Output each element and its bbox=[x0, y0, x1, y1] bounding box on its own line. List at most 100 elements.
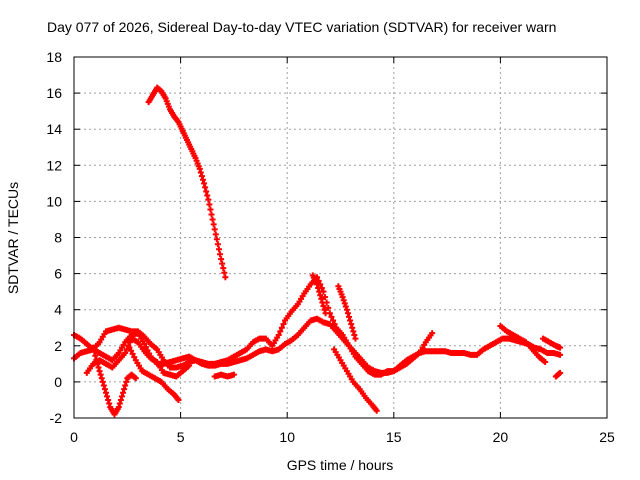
x-tick-labels: 0 5 10 15 20 25 bbox=[70, 429, 615, 445]
data-point-high-arc bbox=[201, 180, 208, 187]
data-point-dip-2 bbox=[129, 350, 136, 357]
data-point-base-a bbox=[330, 317, 337, 324]
data-point-dip-2 bbox=[126, 344, 133, 351]
y-tick-label: 8 bbox=[54, 230, 62, 246]
y-axis-label: SDTVAR / TECUs bbox=[5, 182, 21, 294]
data-point-dip-1 bbox=[101, 386, 108, 393]
data-point-side-12-5 bbox=[349, 324, 356, 331]
x-tick-label: 25 bbox=[599, 429, 615, 445]
data-point-high-arc bbox=[211, 226, 218, 233]
data-point-high-arc bbox=[220, 265, 227, 272]
chart-title: Day 077 of 2026, Sidereal Day-to-day VTE… bbox=[47, 19, 556, 35]
data-point-spike bbox=[321, 306, 328, 313]
data-point-spike bbox=[319, 299, 326, 306]
data-point-side-12-5 bbox=[351, 331, 358, 338]
x-tick-label: 15 bbox=[386, 429, 402, 445]
data-point-base-a bbox=[280, 321, 287, 328]
data-point-dip-2 bbox=[131, 354, 138, 361]
data-point-short-20 bbox=[542, 359, 549, 366]
data-point-high-arc bbox=[205, 196, 212, 203]
data-point-dip-1 bbox=[120, 389, 127, 396]
data-point-side-12-5 bbox=[348, 321, 355, 328]
data-point-high-arc bbox=[221, 269, 228, 276]
data-point-high-arc bbox=[203, 188, 210, 195]
data-point-side-12-5 bbox=[352, 335, 359, 342]
y-tick-label: 16 bbox=[46, 85, 62, 101]
data-point-spike bbox=[318, 295, 325, 302]
data-point-side-12-5 bbox=[346, 313, 353, 320]
data-point-high-arc bbox=[214, 241, 221, 248]
data-point-dip-1 bbox=[98, 375, 105, 382]
data-point-high-arc bbox=[210, 221, 217, 228]
data-point-dip-1 bbox=[97, 371, 104, 378]
data-point-dip-1 bbox=[91, 348, 98, 355]
y-tick-label: 2 bbox=[54, 338, 62, 354]
x-tick-label: 20 bbox=[493, 429, 509, 445]
data-point-base-c bbox=[126, 339, 133, 346]
data-point-base-a bbox=[277, 328, 284, 335]
data-point-base-c bbox=[122, 350, 129, 357]
data-point-dip-1 bbox=[104, 393, 111, 400]
grid bbox=[74, 57, 607, 418]
data-point-dip-1 bbox=[122, 382, 129, 389]
data-point-base-c bbox=[186, 362, 193, 369]
y-tick-label: 0 bbox=[54, 374, 62, 390]
data-point-side-12-5 bbox=[339, 294, 346, 301]
data-marks bbox=[71, 84, 564, 418]
plot-frame bbox=[73, 56, 608, 419]
data-point-dip-1 bbox=[102, 389, 109, 396]
y-tick-label: 12 bbox=[46, 157, 62, 173]
data-point-dip-1 bbox=[105, 396, 112, 403]
data-point-dip-1 bbox=[99, 378, 106, 385]
data-point-side-12-5 bbox=[343, 306, 350, 313]
data-point-high-arc bbox=[219, 260, 226, 267]
y-tick-labels: -2 0 2 4 6 8 10 12 14 16 18 bbox=[46, 49, 62, 426]
data-point-dip-1 bbox=[123, 378, 130, 385]
y-tick-label: 18 bbox=[46, 49, 62, 65]
data-point-base-b bbox=[429, 330, 436, 337]
data-point-base-a bbox=[322, 294, 329, 301]
data-point-spike bbox=[320, 303, 327, 310]
y-tick-label: 4 bbox=[54, 302, 62, 318]
data-point-dip-1 bbox=[100, 382, 107, 389]
data-point-spike bbox=[314, 281, 321, 288]
data-point-end-blip bbox=[557, 369, 564, 376]
data-point-dip-1 bbox=[96, 368, 103, 375]
data-point-dip-1 bbox=[115, 404, 122, 411]
data-point-high-arc bbox=[212, 231, 219, 238]
data-point-dip-1 bbox=[117, 396, 124, 403]
data-point-tail-22 bbox=[557, 344, 564, 351]
data-point-dip-1 bbox=[90, 344, 97, 351]
data-point-dip-1 bbox=[132, 375, 139, 382]
data-point-side-12-5 bbox=[350, 328, 357, 335]
data-point-high-arc bbox=[207, 206, 214, 213]
data-point-spike bbox=[322, 310, 329, 317]
data-point-base-a bbox=[325, 304, 332, 311]
data-point-dip-1 bbox=[121, 386, 128, 393]
data-point-high-arc bbox=[209, 216, 216, 223]
data-point-dip-1 bbox=[116, 400, 123, 407]
data-point-spike bbox=[315, 285, 322, 292]
x-axis-label: GPS time / hours bbox=[287, 457, 394, 473]
data-point-dip-1 bbox=[94, 360, 101, 367]
data-point-dip-2 bbox=[128, 347, 135, 354]
data-point-side-12-5 bbox=[344, 310, 351, 317]
data-point-side-12-5 bbox=[341, 300, 348, 307]
data-point-side-12-5 bbox=[347, 317, 354, 324]
data-point-base-a bbox=[278, 324, 285, 331]
data-point-spike bbox=[316, 288, 323, 295]
data-point-high-arc bbox=[208, 211, 215, 218]
data-point-high-arc bbox=[199, 176, 206, 183]
data-point-dip-3 bbox=[373, 407, 380, 414]
data-point-high-arc bbox=[215, 246, 222, 253]
data-point-side-12-5 bbox=[340, 297, 347, 304]
data-point-base-a bbox=[328, 313, 335, 320]
data-point-high-arc bbox=[213, 236, 220, 243]
x-tick-label: 5 bbox=[177, 429, 185, 445]
data-point-dip-1 bbox=[92, 352, 99, 359]
data-point-dip-2 bbox=[175, 396, 182, 403]
data-point-high-arc bbox=[217, 251, 224, 258]
data-point-high-arc bbox=[206, 201, 213, 208]
y-tick-label: -2 bbox=[50, 410, 63, 426]
data-point-dip-1 bbox=[95, 364, 102, 371]
